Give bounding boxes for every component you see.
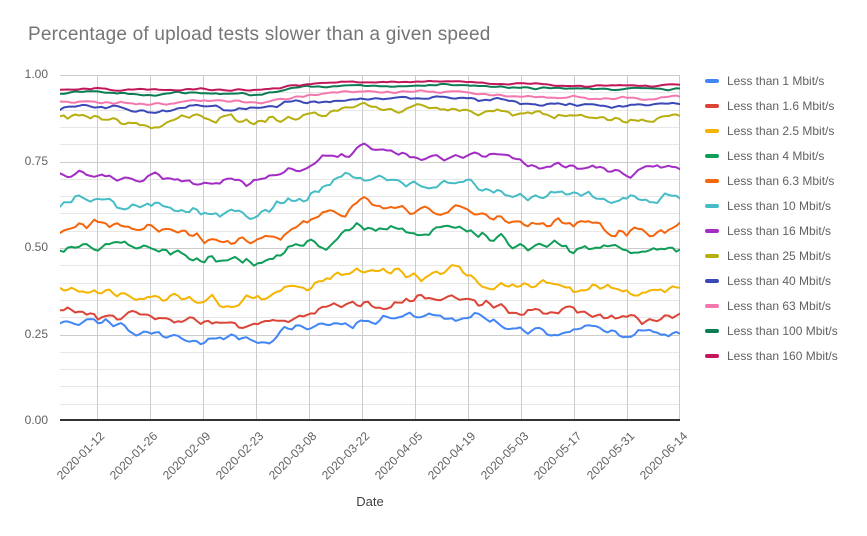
- y-tick-label: 0.75: [24, 153, 48, 168]
- series-line-8: [59, 101, 681, 130]
- x-tick-label: 2020-04-19: [424, 429, 478, 483]
- y-tick-label: 0.00: [24, 413, 48, 427]
- x-axis-labels: 2020-01-12 2020-01-26 2020-02-09 2020-02-23…: [54, 421, 690, 491]
- series-line-3: [59, 264, 681, 309]
- legend-swatch-icon: [705, 78, 719, 83]
- x-tick-label: 2020-01-12: [53, 429, 107, 483]
- x-tick-label: 2020-03-22: [318, 429, 372, 483]
- legend-item-label: Less than 100 Mbit/s: [727, 323, 838, 338]
- series-line-12: [59, 79, 681, 92]
- chart-title: Percentage of upload tests slower than a…: [28, 24, 491, 45]
- x-tick-label: 2020-03-08: [265, 429, 319, 483]
- x-axis-title: Date: [356, 494, 384, 509]
- legend-item[interactable]: Less than 2.5 Mbit/s: [705, 118, 865, 143]
- x-tick-label: 2020-02-09: [159, 429, 213, 483]
- legend-item-label: Less than 1 Mbit/s: [727, 73, 825, 88]
- legend-item-label: Less than 63 Mbit/s: [727, 298, 832, 313]
- legend-item[interactable]: Less than 63 Mbit/s: [705, 293, 865, 318]
- legend-swatch-icon: [705, 103, 719, 108]
- plot-svg: [59, 75, 681, 421]
- legend-swatch-icon: [705, 153, 719, 158]
- legend-swatch-icon: [705, 328, 719, 333]
- legend-item[interactable]: Less than 25 Mbit/s: [705, 243, 865, 268]
- series-line-10: [59, 89, 681, 106]
- legend-item[interactable]: Less than 1.6 Mbit/s: [705, 93, 865, 118]
- legend-item-label: Less than 2.5 Mbit/s: [727, 123, 835, 138]
- x-tick-label: 2020-06-14: [636, 429, 690, 483]
- series-line-6: [59, 171, 681, 220]
- legend-swatch-icon: [705, 353, 719, 358]
- legend-swatch-icon: [705, 128, 719, 133]
- series-line-11: [59, 82, 681, 97]
- legend-item-label: Less than 160 Mbit/s: [727, 348, 838, 363]
- x-tick-label: 2020-04-05: [371, 429, 425, 483]
- x-tick-label: 2020-05-03: [477, 429, 531, 483]
- legend-item-label: Less than 4 Mbit/s: [727, 148, 825, 163]
- legend-item[interactable]: Less than 1 Mbit/s: [705, 68, 865, 93]
- x-tick-label: 2020-05-31: [583, 429, 637, 483]
- y-tick-label: 0.50: [24, 240, 48, 254]
- legend-item[interactable]: Less than 100 Mbit/s: [705, 318, 865, 343]
- x-tick-label: 2020-05-17: [530, 429, 584, 483]
- legend-item-label: Less than 25 Mbit/s: [727, 248, 832, 263]
- series-line-2: [59, 294, 681, 329]
- legend-item-label: Less than 1.6 Mbit/s: [727, 98, 835, 113]
- x-tick-label: 2020-02-23: [212, 429, 266, 483]
- series-line-5: [59, 196, 681, 245]
- legend-swatch-icon: [705, 228, 719, 233]
- series-line-4: [59, 222, 681, 267]
- x-tick-label: 2020-01-26: [106, 429, 160, 483]
- series-line-1: [59, 311, 681, 346]
- legend-item[interactable]: Less than 160 Mbit/s: [705, 343, 865, 368]
- legend-swatch-icon: [705, 278, 719, 283]
- y-tick-label: 0.25: [24, 326, 48, 341]
- legend-swatch-icon: [705, 303, 719, 308]
- legend-swatch-icon: [705, 253, 719, 258]
- legend-item-label: Less than 6.3 Mbit/s: [727, 173, 835, 188]
- legend-item[interactable]: Less than 4 Mbit/s: [705, 143, 865, 168]
- plot-area: [59, 75, 681, 421]
- legend-swatch-icon: [705, 178, 719, 183]
- legend-item[interactable]: Less than 6.3 Mbit/s: [705, 168, 865, 193]
- legend-item-label: Less than 40 Mbit/s: [727, 273, 832, 288]
- series-line-9: [59, 95, 681, 114]
- legend-item-label: Less than 16 Mbit/s: [727, 223, 832, 238]
- legend-item[interactable]: Less than 16 Mbit/s: [705, 218, 865, 243]
- y-tick-label: 1.00: [24, 67, 48, 81]
- legend-item-label: Less than 10 Mbit/s: [727, 198, 832, 213]
- series-line-7: [59, 142, 681, 188]
- legend-item[interactable]: Less than 10 Mbit/s: [705, 193, 865, 218]
- legend-swatch-icon: [705, 203, 719, 208]
- legend: Less than 1 Mbit/s Less than 1.6 Mbit/s Le…: [705, 68, 865, 368]
- legend-item[interactable]: Less than 40 Mbit/s: [705, 268, 865, 293]
